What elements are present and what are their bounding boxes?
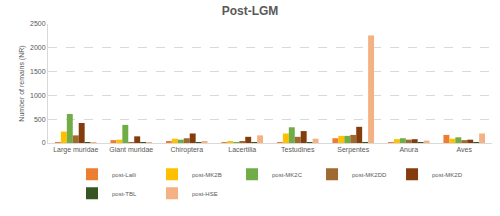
svg-text:1500: 1500 [30, 68, 46, 75]
svg-text:post-MK2C: post-MK2C [272, 172, 303, 178]
svg-text:Anura: Anura [399, 146, 418, 153]
svg-text:Post-LGM: Post-LGM [222, 4, 279, 18]
svg-text:post-Laili: post-Laili [112, 172, 136, 178]
svg-text:post-MK2D: post-MK2D [432, 172, 463, 178]
svg-text:Aves: Aves [457, 146, 473, 153]
svg-text:Chiroptera: Chiroptera [170, 146, 203, 154]
svg-text:1000: 1000 [30, 92, 46, 99]
svg-text:post-HSE: post-HSE [192, 191, 218, 197]
svg-text:Lacertilia: Lacertilia [228, 146, 256, 153]
svg-text:Large muridae: Large muridae [53, 146, 98, 154]
svg-text:post-TBL: post-TBL [112, 191, 137, 197]
svg-text:post-MK2B: post-MK2B [192, 172, 222, 178]
svg-text:500: 500 [34, 116, 46, 123]
svg-text:Giant muridae: Giant muridae [109, 146, 153, 153]
svg-text:0: 0 [42, 139, 46, 146]
svg-text:2500: 2500 [30, 20, 46, 27]
svg-text:2000: 2000 [30, 44, 46, 51]
svg-text:post-MK2DD: post-MK2DD [352, 172, 387, 178]
svg-text:Testudines: Testudines [281, 146, 315, 153]
svg-text:Serpentes: Serpentes [337, 146, 369, 154]
svg-text:Number of remains (NR): Number of remains (NR) [18, 45, 26, 121]
